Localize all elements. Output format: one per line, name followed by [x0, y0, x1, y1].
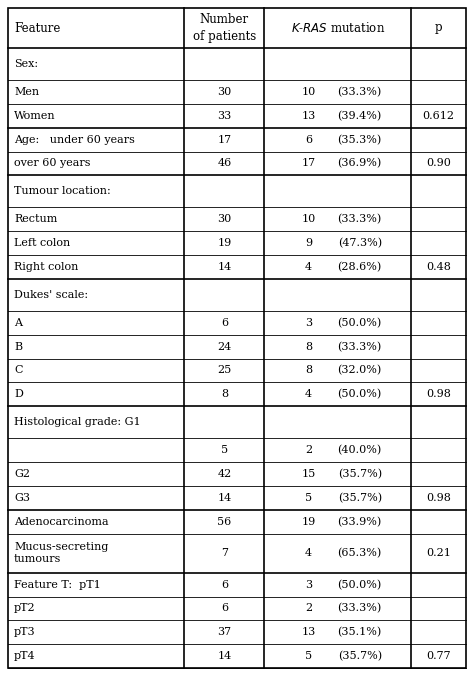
Text: Men: Men [14, 87, 39, 97]
Text: Rectum: Rectum [14, 214, 57, 224]
Text: 8: 8 [305, 366, 312, 375]
Text: (35.3%): (35.3%) [337, 135, 382, 145]
Text: 13: 13 [301, 627, 316, 637]
Text: (33.3%): (33.3%) [337, 214, 382, 224]
Text: over 60 years: over 60 years [14, 158, 91, 168]
Text: 5: 5 [221, 445, 228, 455]
Text: Women: Women [14, 111, 55, 121]
Text: 6: 6 [221, 318, 228, 328]
Text: (33.3%): (33.3%) [337, 87, 382, 97]
Text: pT3: pT3 [14, 627, 36, 637]
Text: (35.7%): (35.7%) [337, 651, 382, 661]
Text: 8: 8 [305, 341, 312, 352]
Text: 6: 6 [221, 580, 228, 589]
Text: Mucus-secreting
tumours: Mucus-secreting tumours [14, 542, 109, 564]
Text: 2: 2 [305, 445, 312, 455]
Text: D: D [14, 389, 23, 400]
Text: 19: 19 [217, 238, 231, 248]
Text: 24: 24 [217, 341, 231, 352]
Text: (33.9%): (33.9%) [337, 516, 382, 527]
Text: 4: 4 [305, 548, 312, 558]
Text: Feature T:  pT1: Feature T: pT1 [14, 580, 101, 589]
Text: 7: 7 [221, 548, 228, 558]
Text: Feature: Feature [14, 22, 60, 34]
Text: 9: 9 [305, 238, 312, 248]
Text: 13: 13 [301, 111, 316, 121]
Text: 3: 3 [305, 580, 312, 589]
Text: (28.6%): (28.6%) [337, 262, 382, 272]
Text: 4: 4 [305, 389, 312, 400]
Text: 30: 30 [217, 214, 231, 224]
Text: Left colon: Left colon [14, 238, 70, 248]
Text: 0.21: 0.21 [426, 548, 451, 558]
Text: 42: 42 [217, 469, 231, 479]
Text: (50.0%): (50.0%) [337, 579, 382, 590]
Text: 14: 14 [217, 651, 231, 661]
Text: 15: 15 [301, 469, 316, 479]
Text: 17: 17 [218, 135, 231, 145]
Text: 0.48: 0.48 [426, 262, 451, 272]
Text: 6: 6 [305, 135, 312, 145]
Text: (50.0%): (50.0%) [337, 389, 382, 400]
Text: p: p [435, 22, 442, 34]
Text: Right colon: Right colon [14, 262, 78, 272]
Text: 19: 19 [301, 516, 316, 527]
Text: 25: 25 [217, 366, 231, 375]
Text: 0.98: 0.98 [426, 493, 451, 503]
Text: Adenocarcinoma: Adenocarcinoma [14, 516, 109, 527]
Text: 4: 4 [305, 262, 312, 272]
Text: (32.0%): (32.0%) [337, 365, 382, 376]
Text: 14: 14 [217, 493, 231, 503]
Text: 56: 56 [217, 516, 231, 527]
Text: (65.3%): (65.3%) [337, 548, 382, 558]
Text: Tumour location:: Tumour location: [14, 187, 111, 197]
Text: 0.77: 0.77 [426, 651, 451, 661]
Text: (35.1%): (35.1%) [337, 627, 382, 637]
Text: 0.90: 0.90 [426, 158, 451, 168]
Text: Dukes' scale:: Dukes' scale: [14, 290, 88, 300]
Text: C: C [14, 366, 22, 375]
Text: pT4: pT4 [14, 651, 36, 661]
Text: pT2: pT2 [14, 604, 36, 614]
Text: 0.612: 0.612 [422, 111, 455, 121]
Text: (36.9%): (36.9%) [337, 158, 382, 168]
Text: 5: 5 [305, 651, 312, 661]
Text: Number
of patients: Number of patients [193, 13, 256, 43]
Text: (35.7%): (35.7%) [337, 469, 382, 479]
Text: G2: G2 [14, 469, 30, 479]
Text: Histological grade: G1: Histological grade: G1 [14, 417, 141, 427]
Text: 5: 5 [305, 493, 312, 503]
Text: 2: 2 [305, 604, 312, 614]
Text: 17: 17 [301, 158, 316, 168]
Text: Age:   under 60 years: Age: under 60 years [14, 135, 135, 145]
Text: (35.7%): (35.7%) [337, 493, 382, 503]
Text: 6: 6 [221, 604, 228, 614]
Text: 30: 30 [217, 87, 231, 97]
Text: 33: 33 [217, 111, 231, 121]
Text: (33.3%): (33.3%) [337, 341, 382, 352]
Text: (39.4%): (39.4%) [337, 111, 382, 121]
Text: (47.3%): (47.3%) [337, 238, 382, 248]
Text: (33.3%): (33.3%) [337, 604, 382, 614]
Text: 46: 46 [217, 158, 231, 168]
Text: (50.0%): (50.0%) [337, 318, 382, 328]
Text: $\it{K}$-$\it{RAS}$ mutation: $\it{K}$-$\it{RAS}$ mutation [291, 21, 385, 35]
Text: A: A [14, 318, 22, 328]
Text: G3: G3 [14, 493, 30, 503]
Text: B: B [14, 341, 22, 352]
Text: 3: 3 [305, 318, 312, 328]
Text: Sex:: Sex: [14, 59, 38, 69]
Text: (40.0%): (40.0%) [337, 445, 382, 456]
Text: 10: 10 [301, 214, 316, 224]
Text: 10: 10 [301, 87, 316, 97]
Text: 14: 14 [217, 262, 231, 272]
Text: 37: 37 [218, 627, 231, 637]
Text: 0.98: 0.98 [426, 389, 451, 400]
Text: 8: 8 [221, 389, 228, 400]
